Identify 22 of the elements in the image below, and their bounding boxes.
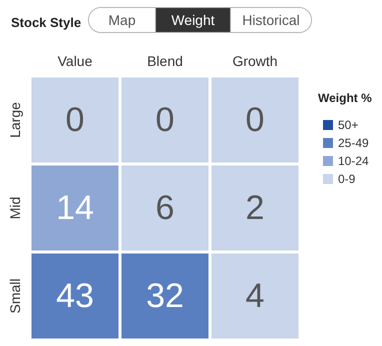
legend-label: 0-9 [338, 172, 356, 186]
legend-title: Weight % [318, 91, 372, 105]
data-label: 0 [156, 101, 174, 139]
x-tick-label: Growth [232, 53, 278, 69]
legend-label: 10-24 [338, 154, 370, 168]
x-tick-label: Blend [147, 53, 183, 69]
legend-label: 25-49 [338, 136, 370, 150]
data-label: 0 [66, 101, 84, 139]
legend-label: 50+ [338, 118, 358, 132]
data-label: 4 [246, 277, 264, 315]
y-tick-label: Mid [7, 196, 23, 220]
data-label: 2 [246, 189, 264, 227]
chart-title: Stock Style [11, 15, 82, 30]
y-tick-label: Small [7, 278, 23, 314]
data-label: 43 [56, 277, 94, 315]
data-label: 14 [56, 189, 94, 227]
y-tick-label: Large [7, 102, 23, 138]
x-tick-label: Value [58, 53, 93, 69]
data-label: 6 [156, 189, 174, 227]
data-label: 0 [246, 101, 264, 139]
data-label: 32 [146, 277, 184, 315]
toggle-group: Map Weight Historical [88, 7, 312, 33]
